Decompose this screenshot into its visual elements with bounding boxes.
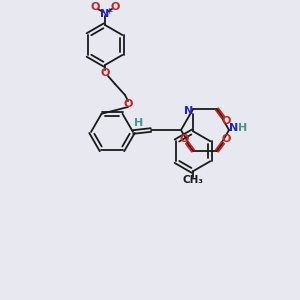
Text: O: O: [179, 134, 189, 144]
Text: O: O: [90, 2, 100, 12]
Text: N: N: [100, 9, 109, 19]
Text: H: H: [238, 123, 247, 133]
Text: N: N: [230, 123, 238, 133]
Text: O: O: [110, 2, 120, 12]
Text: O: O: [100, 68, 110, 78]
Text: CH₃: CH₃: [182, 175, 203, 185]
Text: O: O: [123, 99, 133, 109]
Text: H: H: [134, 118, 144, 128]
Text: N: N: [184, 106, 194, 116]
Text: +: +: [105, 7, 113, 16]
Text: O: O: [221, 116, 231, 126]
Text: O: O: [221, 134, 231, 144]
